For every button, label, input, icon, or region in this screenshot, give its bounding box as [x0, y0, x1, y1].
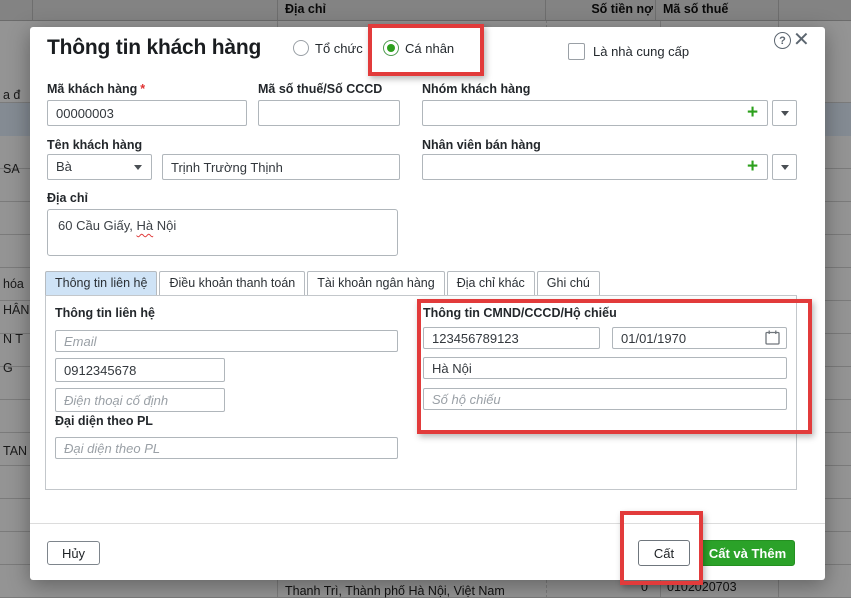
address-text-misspelled: Hà: [136, 218, 154, 233]
footer-divider: [30, 523, 825, 524]
customer-group-input[interactable]: [422, 100, 768, 126]
radio-personal[interactable]: [383, 40, 399, 56]
cancel-button[interactable]: Hủy: [47, 541, 100, 565]
table-cell-fragment: SA: [3, 162, 20, 176]
tab-contact-info[interactable]: Thông tin liên hệ: [45, 271, 158, 296]
chevron-down-icon: [781, 165, 789, 170]
contact-section-heading: Thông tin liên hệ: [55, 306, 155, 320]
save-and-add-button[interactable]: Cất và Thêm: [700, 540, 795, 566]
legal-rep-input[interactable]: [55, 437, 398, 459]
customer-group-dropdown-button[interactable]: [772, 100, 797, 126]
table-cell-fragment: hóa: [3, 277, 24, 291]
table-cell-fragment: a đ: [3, 88, 21, 102]
title-select-value: Bà: [56, 159, 72, 174]
column-divider: [655, 0, 656, 20]
column-divider: [277, 0, 278, 20]
annotation-box-personal-radio: [368, 24, 484, 76]
email-input[interactable]: [55, 330, 398, 352]
required-asterisk: *: [140, 82, 146, 96]
tab-notes[interactable]: Ghi chú: [536, 271, 600, 296]
table-cell-fragment: TAN: [3, 444, 28, 458]
dialog-title: Thông tin khách hàng: [47, 36, 262, 59]
customer-name-label: Tên khách hàng: [47, 138, 143, 152]
calendar-icon[interactable]: [765, 330, 780, 345]
table-cell-debt: 0: [641, 580, 648, 594]
column-header-taxcode: Mã số thuế: [663, 2, 729, 16]
table-cell-address: Thanh Trì, Thành phố Hà Nội, Việt Nam: [285, 584, 505, 598]
table-header: Địa chỉ Số tiền nợ Mã số thuế: [0, 0, 851, 21]
address-text: Nội: [153, 218, 177, 233]
radio-organization[interactable]: [293, 40, 309, 56]
customer-name-input[interactable]: [162, 154, 400, 180]
column-divider: [778, 0, 779, 20]
customer-code-label: Mã khách hàng: [47, 82, 138, 96]
title-select[interactable]: Bà: [47, 154, 152, 180]
address-label: Địa chỉ: [47, 191, 88, 205]
tab-bar: Thông tin liên hệ Điều khoản thanh toán …: [45, 271, 600, 296]
column-header-address: Địa chỉ: [285, 2, 326, 16]
id-number-input[interactable]: [423, 327, 600, 349]
legal-rep-label: Đại diện theo PL: [55, 414, 153, 428]
add-customer-group-icon[interactable]: +: [747, 102, 759, 123]
customer-group-label: Nhóm khách hàng: [422, 82, 531, 96]
tab-bank-accounts[interactable]: Tài khoản ngân hàng: [307, 271, 445, 296]
issue-place-input[interactable]: [423, 357, 787, 379]
table-cell-fragment: G: [3, 361, 13, 375]
issue-date-input[interactable]: [612, 327, 787, 349]
tab-other-addresses[interactable]: Địa chỉ khác: [446, 271, 535, 296]
taxcode-label: Mã số thuế/Số CCCD: [258, 82, 383, 96]
close-icon[interactable]: ✕: [793, 29, 810, 51]
column-header-debt: Số tiền nợ: [591, 2, 653, 16]
annotation-box-save-button: [620, 511, 703, 585]
mobile-phone-input[interactable]: [55, 358, 225, 382]
sales-person-dropdown-button[interactable]: [772, 154, 797, 180]
supplier-checkbox[interactable]: [568, 43, 585, 60]
save-button[interactable]: Cất: [638, 540, 690, 566]
address-text: 60 Cầu Giấy,: [58, 218, 137, 233]
annotation-box-id-section: [417, 299, 812, 434]
sales-person-input[interactable]: [422, 154, 768, 180]
passport-number-input[interactable]: [423, 388, 787, 410]
help-icon[interactable]: ?: [774, 32, 791, 49]
radio-organization-label[interactable]: Tổ chức: [315, 41, 363, 56]
customer-info-dialog: Thông tin khách hàng Tổ chức Cá nhân Là …: [30, 27, 825, 580]
supplier-checkbox-label[interactable]: Là nhà cung cấp: [593, 44, 690, 59]
table-cell-fragment: HÂN: [3, 303, 30, 317]
chevron-down-icon: [781, 111, 789, 116]
id-section-heading: Thông tin CMND/CCCD/Hộ chiếu: [423, 306, 617, 320]
customer-code-input[interactable]: [47, 100, 247, 126]
add-sales-person-icon[interactable]: +: [747, 156, 759, 177]
column-divider: [545, 0, 546, 20]
address-textarea[interactable]: 60 Cầu Giấy, Hà Nội: [47, 209, 398, 256]
table-cell-fragment: N T: [3, 332, 23, 346]
radio-personal-label[interactable]: Cá nhân: [405, 41, 455, 56]
tab-payment-terms[interactable]: Điều khoản thanh toán: [159, 271, 306, 296]
taxcode-input[interactable]: [258, 100, 400, 126]
landline-phone-input[interactable]: [55, 388, 225, 412]
chevron-down-icon: [134, 165, 142, 170]
column-divider: [32, 0, 33, 20]
sales-person-label: Nhân viên bán hàng: [422, 138, 541, 152]
